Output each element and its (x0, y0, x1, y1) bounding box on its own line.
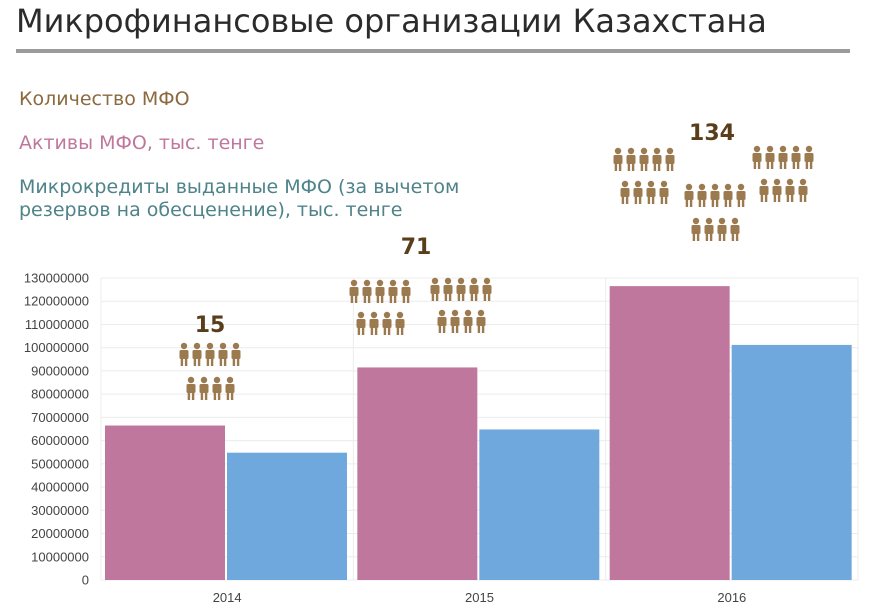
bar-microloans (227, 452, 347, 580)
y-tick-label: 10000000 (31, 549, 89, 564)
person-icon (710, 183, 720, 207)
y-tick-label: 70000000 (31, 410, 89, 425)
person-icon (186, 376, 196, 400)
person-icon (613, 147, 623, 171)
person-icon (620, 180, 630, 204)
person-icon (382, 311, 392, 335)
bar-microloans (479, 429, 600, 580)
legend-microloans: Микрокредиты выданные МФО (за вычетом ре… (19, 176, 460, 221)
y-tick-label: 40000000 (31, 480, 89, 495)
person-icon (430, 277, 440, 301)
y-tick-label: 110000000 (25, 317, 89, 332)
mfo-count-label: 15 (195, 313, 226, 338)
mfo-count-label: 134 (689, 121, 735, 146)
legend-assets: Активы МФО, тыс. тенге (19, 132, 265, 154)
person-icon (646, 180, 656, 204)
bar-assets (105, 425, 225, 580)
x-tick-label: 2015 (465, 590, 494, 605)
person-icon (369, 311, 379, 335)
person-icon (401, 279, 411, 303)
title-divider (16, 49, 850, 53)
person-icon (717, 217, 727, 241)
person-icon (349, 279, 359, 303)
person-icon (231, 342, 241, 366)
person-icon (804, 145, 814, 169)
y-tick-label: 50000000 (31, 456, 89, 471)
person-icon (730, 217, 740, 241)
y-tick-label: 100000000 (24, 340, 89, 355)
person-icon (785, 178, 795, 202)
y-tick-label: 130000000 (24, 271, 89, 286)
person-icon (375, 279, 385, 303)
person-icon (798, 178, 808, 202)
bar-microloans (731, 344, 852, 580)
person-icon (469, 277, 479, 301)
person-icon (752, 145, 762, 169)
y-tick-label: 0 (82, 573, 89, 588)
person-icon (218, 342, 228, 366)
y-tick-label: 60000000 (31, 433, 89, 448)
page-title: Микрофинансовые организации Казахстана (16, 2, 767, 40)
y-tick-label: 120000000 (24, 294, 89, 309)
bar-assets (357, 367, 478, 580)
person-icon (463, 309, 473, 333)
person-icon (778, 145, 788, 169)
person-icon (443, 277, 453, 301)
person-icon (626, 147, 636, 171)
y-tick-label: 20000000 (31, 526, 89, 541)
person-icon (192, 342, 202, 366)
person-icon (772, 178, 782, 202)
mfo-count-label: 71 (401, 235, 432, 260)
person-icon (659, 180, 669, 204)
person-icon (199, 376, 209, 400)
person-icon (759, 178, 769, 202)
person-icon (723, 183, 733, 207)
person-icon (704, 217, 714, 241)
y-tick-label: 90000000 (31, 363, 89, 378)
person-icon (665, 147, 675, 171)
person-icon (388, 279, 398, 303)
person-icon (212, 376, 222, 400)
x-tick-label: 2016 (717, 590, 746, 605)
person-icon (691, 217, 701, 241)
person-icon (476, 309, 486, 333)
person-icon (633, 180, 643, 204)
person-icon (456, 277, 466, 301)
person-icon (765, 145, 775, 169)
person-icon (684, 183, 694, 207)
person-icon (179, 342, 189, 366)
person-icon (356, 311, 366, 335)
person-icon (450, 309, 460, 333)
person-icon (736, 183, 746, 207)
person-icon (362, 279, 372, 303)
person-icon (395, 311, 405, 335)
person-icon (791, 145, 801, 169)
person-icon (437, 309, 447, 333)
bar-assets (609, 286, 730, 580)
legend-mfo-count: Количество МФО (19, 88, 190, 110)
person-icon (225, 376, 235, 400)
y-tick-label: 30000000 (31, 503, 89, 518)
person-icon (697, 183, 707, 207)
person-icon (652, 147, 662, 171)
person-icon (639, 147, 649, 171)
x-tick-label: 2014 (213, 590, 242, 605)
person-icon (482, 277, 492, 301)
y-tick-label: 80000000 (31, 387, 89, 402)
person-icon (205, 342, 215, 366)
